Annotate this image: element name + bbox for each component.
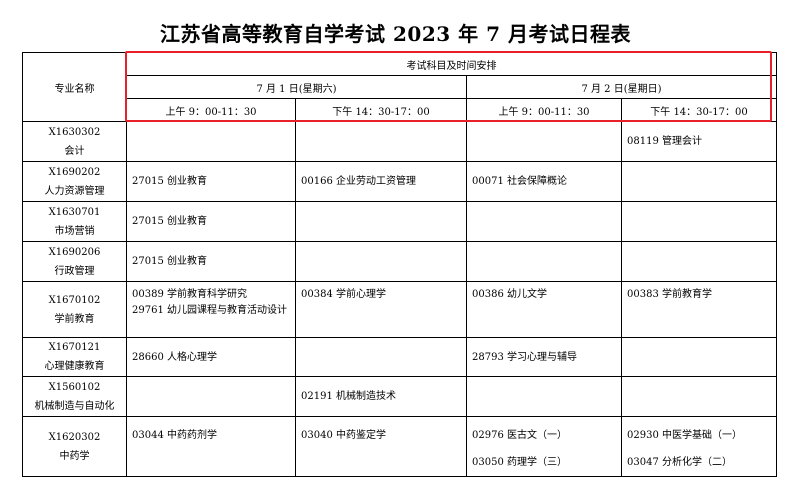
subject-cell: 00389 学前教育科学研究 29761 幼儿园课程与教育活动设计	[126, 281, 296, 338]
major-name: 行政管理	[54, 265, 95, 277]
subject-entry: 00386 幼儿文学	[472, 289, 547, 300]
subject-cell	[466, 241, 622, 282]
header-day-2: 7 月 2 日(星期日)	[466, 75, 777, 99]
subject-cell	[621, 337, 777, 377]
subject-cell: 03040 中药鉴定学	[295, 416, 467, 477]
major-cell: X1630701 市场营销	[22, 201, 127, 242]
major-code: X1620302	[48, 431, 101, 443]
table-row: X1630701 市场营销 27015 创业教育	[22, 201, 777, 242]
subject-cell: 27015 创业教育	[126, 201, 296, 242]
subject-entry: 29761 幼儿园课程与教育活动设计	[132, 305, 287, 316]
schedule-table: 专业名称 考试科目及时间安排 7 月 1 日(星期六) 7 月 2 日(星期日)…	[22, 52, 777, 477]
major-cell: X1620302 中药学	[22, 416, 127, 477]
subject-cell: 00383 学前教育学	[621, 281, 777, 338]
subject-entry: 28660 人格心理学	[132, 351, 217, 363]
subject-cell	[466, 201, 622, 242]
subject-entry: 00383 学前教育学	[627, 289, 712, 300]
table-row: X1690206 行政管理 27015 创业教育	[22, 241, 777, 282]
subject-cell	[466, 121, 622, 162]
major-cell: X1670102 学前教育	[22, 281, 127, 338]
subject-entry: 03050 药理学（三）	[472, 457, 567, 468]
table-row: X1690202 人力资源管理 27015 创业教育 00166 企业劳动工资管理 00…	[22, 161, 777, 202]
page-title: 江苏省高等教育自学考试 2023 年 7 月考试日程表	[160, 22, 631, 46]
table-row: X1630302 会计 08119 管理会计	[22, 121, 777, 162]
major-name: 人力资源管理	[44, 185, 105, 197]
table-row: X1670102 学前教育 00389 学前教育科学研究 29761 幼儿园课程与教育…	[22, 281, 777, 338]
major-code: X1560102	[48, 381, 101, 393]
subject-cell	[126, 376, 296, 417]
subject-cell	[126, 121, 296, 162]
subject-cell: 28793 学习心理与辅导	[466, 337, 622, 377]
major-code: X1630302	[48, 126, 101, 138]
subject-cell: 02976 医古文（一） 03050 药理学（三）	[466, 416, 622, 477]
subject-cell: 27015 创业教育	[126, 241, 296, 282]
table-row: X1670121 心理健康教育 28660 人格心理学 28793 学习心理与辅导	[22, 337, 777, 377]
major-name: 市场营销	[54, 225, 95, 237]
subject-entry: 00389 学前教育科学研究	[132, 289, 247, 300]
header-session: 下午 14：30-17：00	[621, 98, 777, 122]
major-name: 会计	[64, 145, 85, 157]
header-group: 考试科目及时间安排	[126, 52, 777, 76]
subject-cell	[466, 376, 622, 417]
subject-cell: 00071 社会保障概论	[466, 161, 622, 202]
subject-entry: 02930 中医学基础（一）	[627, 430, 742, 441]
subject-entry: 03047 分析化学（二）	[627, 457, 732, 468]
header-session: 上午 9：00-11：30	[126, 98, 296, 122]
major-name: 机械制造与自动化	[34, 400, 115, 412]
major-cell: X1670121 心理健康教育	[22, 337, 127, 377]
subject-cell: 28660 人格心理学	[126, 337, 296, 377]
subject-entry: 27015 创业教育	[132, 256, 207, 267]
subject-entry: 02976 医古文（一）	[472, 430, 567, 441]
major-code: X1690202	[48, 166, 101, 178]
subject-cell: 08119 管理会计	[621, 121, 777, 162]
subject-entry: 27015 创业教育	[132, 216, 207, 227]
subject-entry: 27015 创业教育	[132, 176, 207, 187]
major-name: 心理健康教育	[44, 361, 105, 372]
header-session: 上午 9：00-11：30	[466, 98, 622, 122]
subject-entry: 03044 中药药剂学	[132, 430, 217, 441]
subject-cell	[295, 337, 467, 377]
major-cell: X1560102 机械制造与自动化	[22, 376, 127, 417]
subject-cell: 00384 学前心理学	[295, 281, 467, 338]
subject-entry: 28793 学习心理与辅导	[472, 351, 577, 363]
subject-entry: 02191 机械制造技术	[301, 391, 396, 402]
major-name: 中药学	[59, 450, 90, 462]
subject-entry: 03040 中药鉴定学	[301, 430, 386, 441]
subject-entry: 00166 企业劳动工资管理	[301, 176, 416, 187]
subject-cell: 00166 企业劳动工资管理	[295, 161, 467, 202]
major-code: X1670102	[48, 294, 101, 306]
subject-cell: 03044 中药药剂学	[126, 416, 296, 477]
subject-entry: 00071 社会保障概论	[472, 176, 567, 187]
subject-cell	[295, 201, 467, 242]
subject-cell: 27015 创业教育	[126, 161, 296, 202]
major-cell: X1690202 人力资源管理	[22, 161, 127, 202]
subject-cell: 02930 中医学基础（一） 03047 分析化学（二）	[621, 416, 777, 477]
table-row: X1620302 中药学 03044 中药药剂学 03040 中药鉴定学 02976 医…	[22, 416, 777, 477]
major-name: 学前教育	[54, 313, 95, 325]
header-day-1: 7 月 1 日(星期六)	[126, 75, 467, 99]
major-cell: X1690206 行政管理	[22, 241, 127, 282]
table-row: X1560102 机械制造与自动化 02191 机械制造技术	[22, 376, 777, 417]
major-code: X1690206	[48, 246, 101, 258]
subject-cell: 00386 幼儿文学	[466, 281, 622, 338]
subject-entry: 08119 管理会计	[627, 136, 702, 147]
subject-cell: 02191 机械制造技术	[295, 376, 467, 417]
header-session: 下午 14：30-17：00	[295, 98, 467, 122]
major-code: X1670121	[48, 342, 101, 353]
subject-cell	[621, 201, 777, 242]
major-code: X1630701	[48, 206, 101, 218]
major-cell: X1630302 会计	[22, 121, 127, 162]
header-major: 专业名称	[22, 52, 127, 122]
subject-cell	[621, 376, 777, 417]
subject-entry: 00384 学前心理学	[301, 289, 386, 300]
subject-cell	[295, 121, 467, 162]
subject-cell	[621, 161, 777, 202]
subject-cell	[295, 241, 467, 282]
subject-cell	[621, 241, 777, 282]
